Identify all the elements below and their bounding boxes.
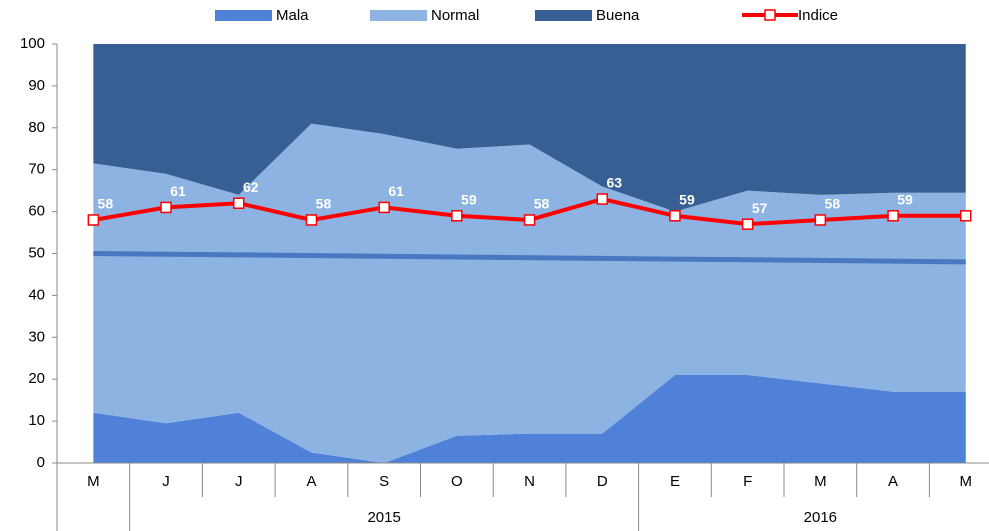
y-tick-label: 0	[37, 454, 45, 471]
marker	[960, 210, 972, 222]
area	[93, 123, 966, 464]
x-tick-label: S	[379, 473, 389, 490]
marker	[160, 201, 172, 214]
area	[93, 44, 966, 212]
x-tick-label: M	[960, 473, 973, 490]
y-tick-label: 90	[28, 77, 45, 94]
x-tick-label: J	[235, 473, 243, 490]
legend-label: Normal	[431, 7, 479, 24]
legend-swatch	[370, 10, 427, 21]
value-label: 59	[461, 191, 477, 207]
value-label: 61	[170, 183, 186, 199]
marker	[451, 210, 463, 222]
marker	[233, 197, 245, 209]
value-label: 59	[970, 191, 986, 207]
y-tick-label: 70	[28, 161, 45, 178]
trendline	[93, 251, 966, 265]
x-tick-label: E	[670, 473, 680, 490]
marker	[887, 210, 899, 222]
value-label: 59	[679, 191, 695, 207]
y-tick-label: 50	[28, 244, 45, 261]
group-label: 2015	[367, 509, 400, 526]
y-tick-label: 20	[28, 370, 45, 387]
y-tick-label: 40	[28, 286, 45, 303]
legend-label: Indice	[798, 7, 838, 24]
legend-swatch	[215, 10, 272, 21]
x-tick-label: O	[451, 473, 463, 490]
marker	[523, 214, 536, 226]
legend-label: Mala	[276, 7, 309, 24]
x-tick-label: N	[524, 473, 535, 490]
legend-swatch	[535, 10, 592, 21]
value-label: 62	[243, 179, 259, 195]
y-tick-label: 60	[28, 203, 45, 220]
marker	[741, 218, 754, 230]
marker	[596, 193, 608, 205]
marker	[669, 210, 681, 222]
y-tick-label: 30	[28, 328, 45, 345]
legend-label: Buena	[596, 7, 640, 24]
marker	[305, 214, 318, 226]
x-tick-label: A	[306, 473, 316, 490]
x-tick-label: D	[597, 473, 608, 490]
x-tick-label: M	[87, 473, 100, 490]
marker	[378, 201, 390, 214]
value-label: 57	[752, 200, 768, 216]
value-label: 58	[534, 196, 550, 212]
legend-marker	[764, 9, 776, 21]
value-label: 58	[98, 196, 114, 212]
marker	[814, 214, 827, 226]
y-tick-label: 10	[28, 412, 45, 429]
group-label: 2016	[804, 509, 837, 526]
value-label: 58	[316, 196, 332, 212]
y-tick-label: 100	[20, 35, 45, 52]
value-label: 58	[825, 196, 841, 212]
value-label: 63	[606, 175, 622, 191]
x-tick-label: A	[888, 473, 898, 490]
x-tick-label: J	[162, 473, 170, 490]
y-tick-label: 80	[28, 119, 45, 136]
x-tick-label: M	[814, 473, 827, 490]
marker	[87, 214, 100, 226]
value-label: 61	[388, 183, 404, 199]
x-tick-label: F	[743, 473, 752, 490]
area	[93, 375, 966, 463]
value-label: 59	[897, 191, 913, 207]
